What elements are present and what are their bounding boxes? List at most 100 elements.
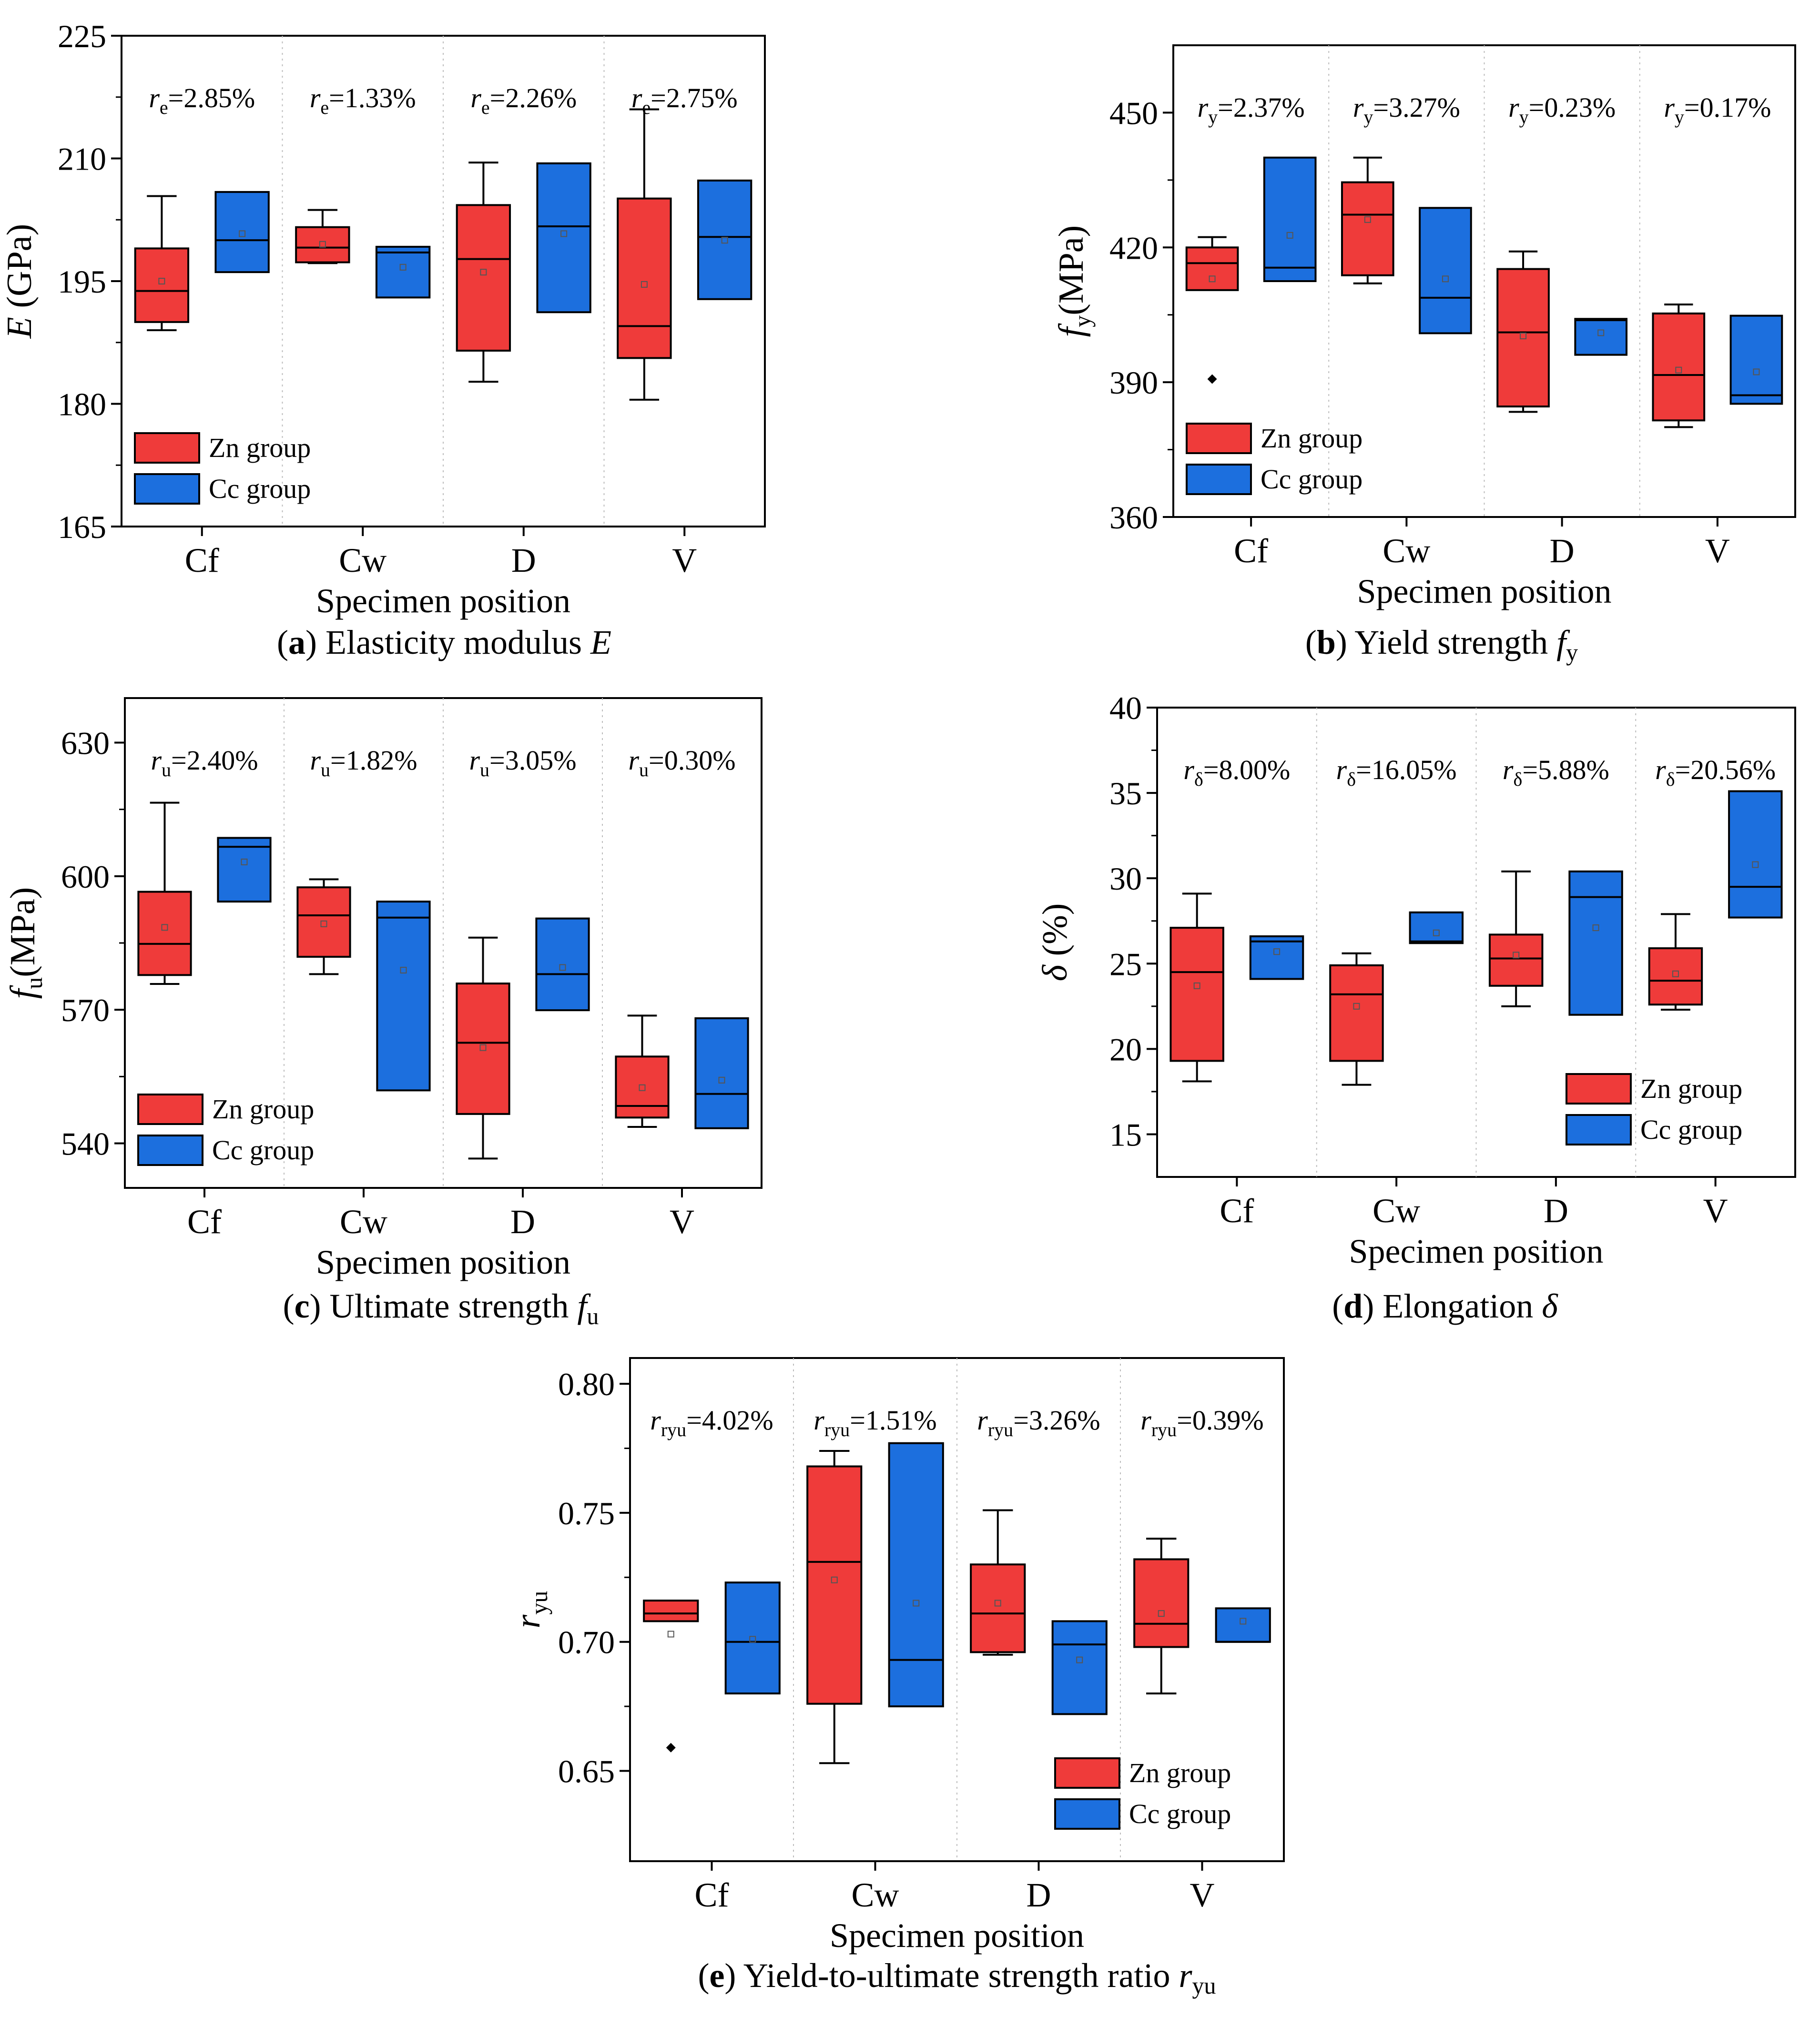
box-mean [400,967,407,974]
y-tick-label: 540 [61,1126,110,1162]
chart-d: 15 20 25 30 35 40 δ (%) Cf Cw D V Specimen position… [1036,690,1796,1325]
box-body [724,1581,781,1694]
y-tick-label: 420 [1109,230,1158,266]
cc-box-cf [217,837,272,903]
box-mean [158,278,165,284]
box-mean [1672,970,1679,977]
y-axis-label: ryu [508,1591,552,1629]
zn-box-cw [1341,156,1394,284]
box-body [1329,964,1384,1062]
box-mean [1592,924,1599,932]
x-axis-label: Specimen position [1357,572,1612,610]
zn-box-cf [643,1600,699,1753]
box-mean [479,1044,487,1051]
box-mean [831,1576,838,1583]
cc-box-cw [376,901,431,1092]
zn-box-cw [1329,952,1384,1086]
cv-label: rδ=8.00% [1183,754,1290,790]
x-axis-label: Specimen position [1349,1232,1604,1270]
box-mean [1752,861,1759,868]
box-mean [239,230,246,237]
zn-box-d [970,1509,1026,1656]
cv-label: ry=0.17% [1664,92,1771,128]
box-body [1215,1607,1271,1643]
zn-box-v [615,1014,670,1128]
box-body [1728,790,1783,919]
x-axis-label: Specimen position [316,1243,570,1281]
cc-box-d [535,917,590,1012]
box-mean [718,1076,725,1084]
legend: Zn group Cc group [1566,1073,1742,1145]
caption: (b) Yield strength fy [1305,623,1578,666]
zn-box-d [456,162,511,383]
cc-box-v [694,1017,749,1129]
zn-box-cw [296,878,351,975]
box-mean [560,230,568,237]
y-axis-label: E (GPa) [0,224,39,339]
y-axis-label: δ (%) [1036,903,1075,982]
legend-label-cc: Cc group [212,1135,314,1166]
box-outlier [1207,374,1217,384]
box-mean [1273,948,1281,955]
cv-label: rryu=3.26% [977,1405,1100,1440]
box-mean [1442,275,1449,283]
legend-swatch-cc [1186,464,1252,495]
y-axis-label: fu(MPa) [3,887,47,999]
box-body [137,891,192,976]
legend-label-cc: Cc group [1640,1114,1742,1145]
box-mean [1158,1610,1165,1617]
box-mean [1597,329,1605,336]
zn-box-cf [1185,236,1239,384]
legend-label-zn: Zn group [1261,423,1362,454]
y-tick-label: 30 [1109,861,1142,897]
x-tick-label-cw: Cw [339,541,386,579]
y-axis-label: fy(MPa) [1052,225,1096,337]
y-tick-label: 225 [58,18,106,54]
cv-label: rδ=20.56% [1655,754,1776,790]
x-tick-label-cw: Cw [1383,532,1430,570]
legend-label-cc: Cc group [1261,464,1362,495]
box-body [295,226,350,264]
y-tick-label: 570 [61,992,110,1028]
box-mean [1513,952,1520,959]
zn-box-v [617,108,672,401]
cv-label: rryu=4.02% [650,1405,773,1440]
y-tick-label: 210 [58,141,106,177]
x-tick-label-d: D [511,541,536,579]
y-tick-label: 390 [1109,365,1158,401]
box-mean [1076,1656,1083,1663]
cv-label: ru=0.30% [628,745,735,780]
zn-box-cf [137,801,192,985]
box-body [1185,246,1239,291]
box-body [217,837,272,903]
box-body [1409,911,1464,944]
cc-box-cw [1409,911,1464,944]
zn-box-cf [134,195,190,331]
cc-box-cf [214,191,270,274]
x-tick-label-cw: Cw [1373,1192,1420,1230]
y-tick-label: 180 [58,386,106,423]
y-tick-label: 600 [61,859,110,895]
cv-label: ry=3.27% [1353,92,1460,128]
zn-box-cw [806,1449,863,1764]
box-mean [399,264,407,271]
box-mean [320,920,327,927]
box-mean [667,1631,674,1638]
box-body [1419,207,1472,334]
cc-box-cf [1263,156,1317,282]
box-mean [1240,1618,1247,1625]
box-body [536,162,591,314]
y-tick-label: 360 [1109,499,1158,536]
box-body [375,245,431,299]
cc-box-d [1574,318,1628,356]
cc-box-cf [1249,935,1304,980]
y-tick-label: 195 [58,264,106,300]
box-mean [749,1636,756,1643]
y-tick-label: 450 [1109,95,1158,131]
legend: Zn group Cc group [134,432,311,505]
x-tick-label-cf: Cf [185,541,219,579]
y-tick-label: 20 [1109,1031,1142,1067]
box-body [1574,318,1628,356]
cv-label: rδ=5.88% [1503,754,1609,790]
caption: (c) Ultimate strength fu [283,1287,599,1329]
